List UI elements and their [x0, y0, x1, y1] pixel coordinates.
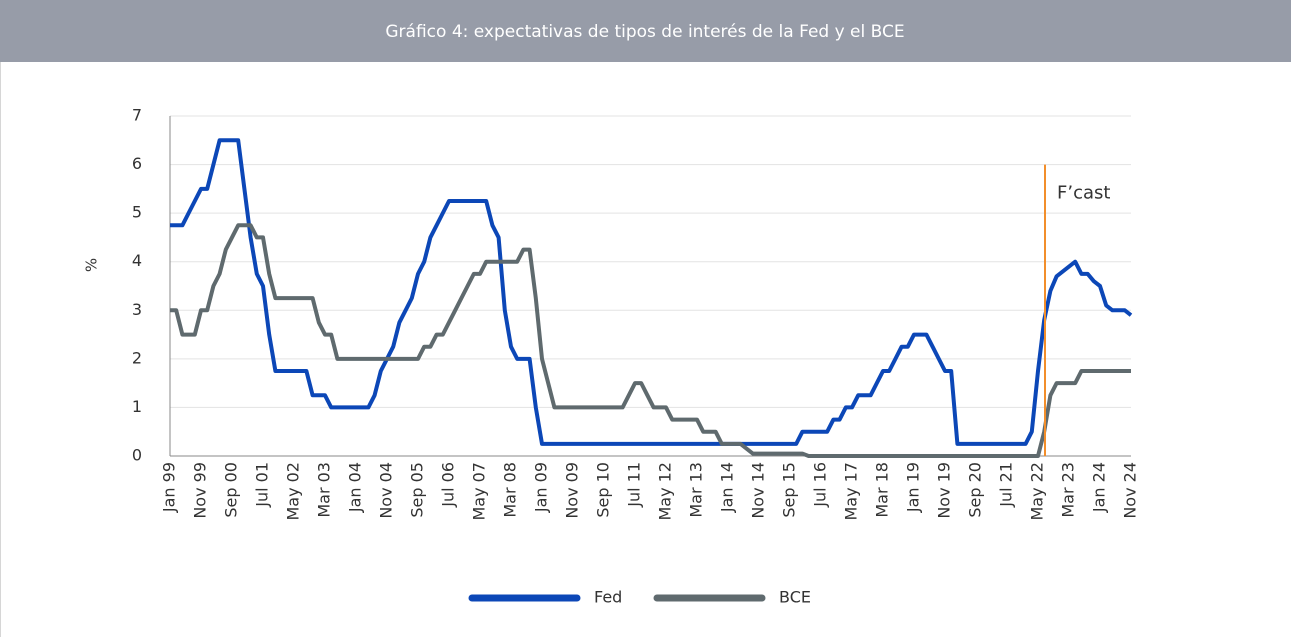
x-tick-label: Nov 19 — [935, 462, 954, 519]
series-line — [170, 223, 1131, 458]
x-tick-label: Nov 24 — [1121, 462, 1140, 519]
x-tick-label: Nov 14 — [749, 462, 768, 519]
x-tick-label: Jul 06 — [439, 462, 458, 508]
x-tick-label: Sep 00 — [222, 462, 241, 518]
annotation: F’cast — [1057, 183, 1110, 204]
x-tick-label: Mar 18 — [873, 462, 892, 518]
x-tick-label: Mar 23 — [1059, 462, 1078, 518]
y-tick-label: 7 — [132, 106, 142, 125]
x-tick-label: Sep 10 — [594, 462, 613, 518]
x-tick-label: Jul 16 — [811, 462, 830, 508]
x-tick-label: Nov 09 — [563, 462, 582, 519]
x-tick-label: May 12 — [656, 462, 675, 521]
x-tick-label: Jan 24 — [1090, 462, 1109, 513]
x-tick-label: May 02 — [284, 462, 303, 521]
header-bar — [0, 0, 1291, 62]
x-tick-label: Jan 19 — [904, 462, 923, 513]
x-tick-label: Sep 15 — [780, 462, 799, 518]
x-tick-label: Jan 14 — [718, 462, 737, 513]
x-tick-label: May 17 — [842, 462, 861, 521]
x-tick-label: May 22 — [1028, 462, 1047, 521]
y-tick-label: 2 — [132, 348, 142, 367]
x-tick-label: Mar 03 — [315, 462, 334, 518]
x-tick-label: Sep 20 — [966, 462, 985, 518]
x-tick-label: Nov 99 — [191, 462, 210, 519]
x-tick-label: May 07 — [470, 462, 489, 521]
y-tick-label: 0 — [132, 446, 142, 465]
legend-label: BCE — [779, 588, 811, 607]
x-tick-label: Mar 13 — [687, 462, 706, 518]
y-tick-label: 3 — [132, 300, 142, 319]
x-tick-label: Jan 04 — [346, 462, 365, 513]
y-axis-label: % — [83, 258, 101, 272]
x-tick-label: Jul 21 — [997, 462, 1016, 508]
y-tick-label: 5 — [132, 203, 142, 222]
x-tick-label: Jul 11 — [625, 462, 644, 508]
x-tick-label: Mar 08 — [501, 462, 520, 518]
x-tick-label: Nov 04 — [377, 462, 396, 519]
y-tick-label: 1 — [132, 397, 142, 416]
y-tick-label: 4 — [132, 251, 142, 270]
y-tick-label: 6 — [132, 154, 142, 173]
x-tick-label: Jan 99 — [160, 462, 179, 513]
chart-title: Gráfico 4: expectativas de tipos de inte… — [385, 22, 904, 42]
x-tick-label: Sep 05 — [408, 462, 427, 518]
series-line — [170, 138, 1133, 446]
x-tick-label: Jul 01 — [253, 462, 272, 508]
legend-label: Fed — [594, 588, 622, 607]
x-tick-label: Jan 09 — [532, 462, 551, 513]
